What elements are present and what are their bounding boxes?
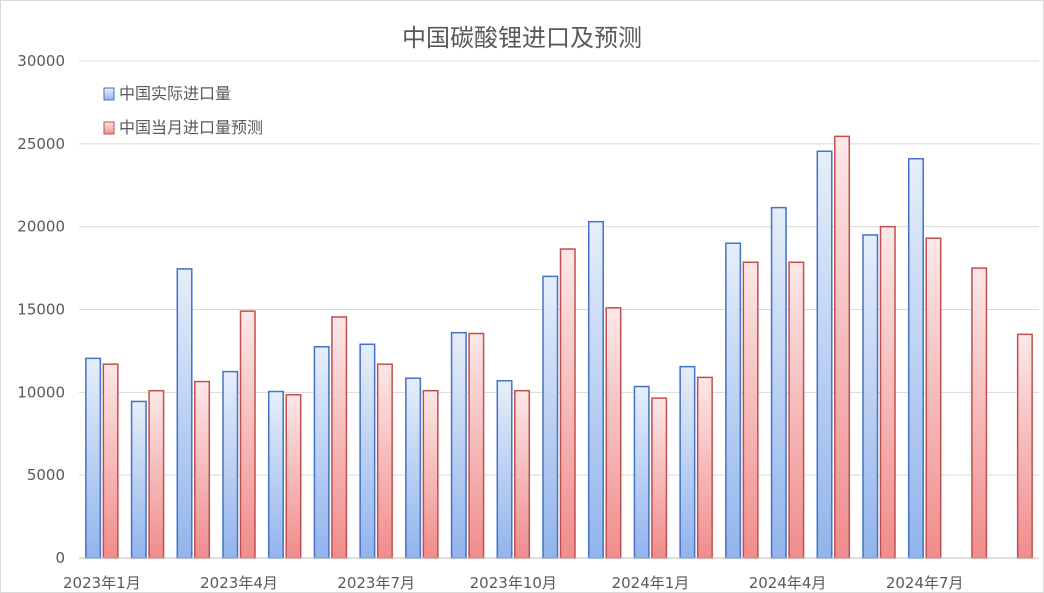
- bar-forecast: [376, 363, 393, 559]
- y-axis-ticks: 0 5000 10000 15000 20000 25000 30000: [17, 52, 65, 567]
- bar-actual: [770, 206, 787, 559]
- x-tick-label: 2023年4月: [200, 574, 278, 592]
- legend-label-actual: 中国实际进口量: [119, 84, 231, 103]
- bar-actual: [405, 377, 422, 559]
- y-tick-label: 0: [55, 549, 65, 567]
- bar-actual: [862, 234, 879, 559]
- bar-forecast: [834, 135, 851, 559]
- bar-forecast: [651, 397, 668, 559]
- bar-forecast: [879, 225, 896, 559]
- bar-forecast: [331, 316, 348, 559]
- bar-forecast: [605, 307, 622, 559]
- bar-forecast: [102, 363, 119, 559]
- bar-actual: [725, 242, 742, 559]
- bar-actual: [496, 379, 513, 559]
- legend: 中国实际进口量 中国当月进口量预测: [103, 84, 263, 137]
- y-tick-label: 5000: [27, 466, 65, 484]
- bar-actual: [176, 268, 193, 559]
- bar-actual: [542, 275, 559, 559]
- x-axis-ticks: 2023年1月 2023年4月 2023年7月 2023年10月 2024年1月 2024…: [63, 574, 964, 592]
- bar-actual: [679, 365, 696, 559]
- bar-actual: [222, 370, 239, 559]
- bar-actual: [587, 220, 604, 559]
- y-tick-label: 30000: [17, 52, 65, 70]
- bars: [85, 135, 1033, 559]
- x-tick-label: 2024年7月: [886, 574, 964, 592]
- x-tick-label: 2023年7月: [337, 574, 415, 592]
- bar-actual: [85, 357, 102, 559]
- bar-forecast: [1016, 333, 1033, 559]
- bar-forecast: [559, 248, 576, 559]
- legend-label-forecast: 中国当月进口量预测: [119, 118, 263, 137]
- bar-actual: [450, 331, 467, 559]
- x-tick-label: 2024年4月: [749, 574, 827, 592]
- bar-forecast: [148, 389, 165, 559]
- bar-actual: [907, 157, 924, 559]
- bar-forecast: [194, 380, 211, 559]
- bar-actual: [633, 385, 650, 559]
- bar-actual: [130, 400, 147, 559]
- bar-forecast: [925, 237, 942, 559]
- y-tick-label: 15000: [17, 301, 65, 319]
- bar-actual: [816, 150, 833, 559]
- bar-forecast: [742, 261, 759, 559]
- bar-forecast: [788, 261, 805, 559]
- bar-forecast: [971, 267, 988, 559]
- bar-forecast: [468, 332, 485, 559]
- y-tick-label: 10000: [17, 383, 65, 401]
- bar-actual: [313, 346, 330, 559]
- bar-forecast: [514, 389, 531, 559]
- x-tick-label: 2023年10月: [470, 574, 557, 592]
- legend-swatch-actual: [103, 87, 115, 101]
- y-tick-label: 20000: [17, 218, 65, 236]
- y-tick-label: 25000: [17, 135, 65, 153]
- x-tick-label: 2023年1月: [63, 574, 141, 592]
- chart-title: 中国碳酸锂进口及预测: [402, 24, 642, 52]
- gridlines: [79, 60, 1039, 476]
- legend-swatch-forecast: [103, 121, 115, 135]
- x-tick-label: 2024年1月: [612, 574, 690, 592]
- bar-forecast: [239, 310, 256, 559]
- bar-forecast: [285, 394, 302, 559]
- bar-actual: [267, 390, 284, 559]
- bar-actual: [359, 343, 376, 559]
- bar-forecast: [696, 376, 713, 559]
- bar-forecast: [422, 389, 439, 559]
